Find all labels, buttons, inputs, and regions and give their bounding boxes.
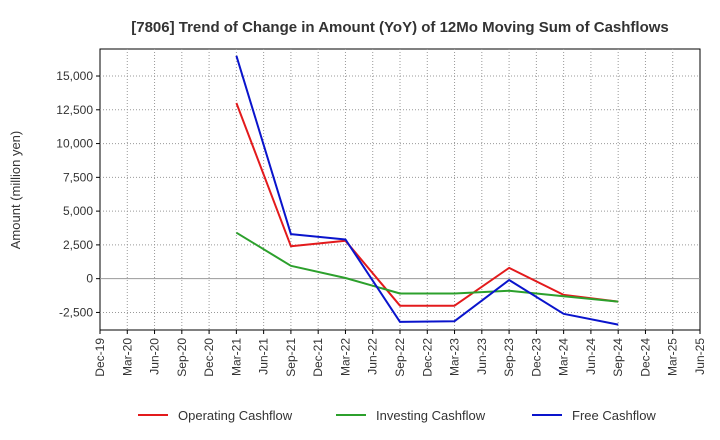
x-tick-label: Jun-25: [693, 338, 707, 375]
x-tick-label: Jun-21: [257, 338, 271, 375]
y-tick-label: 12,500: [56, 103, 93, 117]
x-tick-label: Dec-24: [638, 338, 652, 377]
y-tick-label: 15,000: [56, 69, 93, 83]
grid-lines: [100, 49, 700, 330]
x-tick-label: Mar-20: [120, 338, 134, 376]
x-tick-label: Mar-25: [666, 338, 680, 376]
y-tick-label: 10,000: [56, 137, 93, 151]
x-tick-label: Mar-24: [557, 338, 571, 376]
x-tick-label: Mar-23: [448, 338, 462, 376]
chart-title: [7806] Trend of Change in Amount (YoY) o…: [131, 19, 669, 36]
x-tick-label: Jun-24: [584, 338, 598, 375]
x-tick-label: Mar-21: [229, 338, 243, 376]
legend-label-free-cashflow: Free Cashflow: [572, 408, 656, 423]
x-tick-label: Jun-22: [366, 338, 380, 375]
y-axis-ticks: 15,000 12,500 10,000 7,500 5,000 2,500 0 -2,500: [56, 69, 100, 319]
x-tick-label: Sep-24: [611, 338, 625, 377]
x-tick-label: Jun-20: [148, 338, 162, 375]
legend: Operating Cashflow Investing Cashflow Free…: [138, 408, 656, 423]
x-tick-label: Sep-23: [502, 338, 516, 377]
legend-label-operating-cashflow: Operating Cashflow: [178, 408, 293, 423]
y-axis-label: Amount (million yen): [8, 131, 23, 250]
x-tick-label: Dec-19: [93, 338, 107, 377]
y-tick-label: 0: [86, 272, 93, 286]
series-lines: [235, 55, 619, 326]
x-tick-label: Sep-22: [393, 338, 407, 377]
x-tick-label: Mar-22: [338, 338, 352, 376]
x-tick-label: Jun-23: [475, 338, 489, 375]
y-tick-label: 5,000: [63, 204, 93, 218]
x-tick-label: Sep-21: [284, 338, 298, 377]
x-tick-label: Dec-23: [529, 338, 543, 377]
y-tick-label: 7,500: [63, 170, 93, 184]
x-tick-label: Dec-22: [420, 338, 434, 377]
series-line-free-cashflow: [235, 55, 619, 326]
x-axis-ticks: Dec-19 Mar-20 Jun-20 Sep-20 Dec-20 Mar-21 Jun-…: [93, 330, 707, 377]
x-tick-label: Dec-21: [311, 338, 325, 377]
y-tick-label: -2,500: [59, 305, 93, 319]
x-tick-label: Dec-20: [202, 338, 216, 377]
y-tick-label: 2,500: [63, 238, 93, 252]
x-tick-label: Sep-20: [175, 338, 189, 377]
series-line-operating-cashflow: [235, 102, 619, 307]
legend-label-investing-cashflow: Investing Cashflow: [376, 408, 486, 423]
series-line-investing-cashflow: [235, 231, 619, 303]
